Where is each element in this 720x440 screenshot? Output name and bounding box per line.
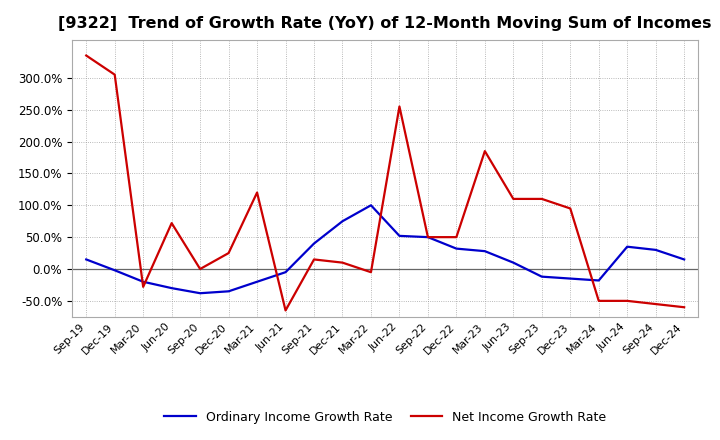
Net Income Growth Rate	[395, 104, 404, 109]
Ordinary Income Growth Rate	[338, 219, 347, 224]
Ordinary Income Growth Rate	[82, 257, 91, 262]
Ordinary Income Growth Rate	[366, 203, 375, 208]
Ordinary Income Growth Rate	[566, 276, 575, 281]
Ordinary Income Growth Rate	[480, 249, 489, 254]
Net Income Growth Rate	[82, 53, 91, 58]
Net Income Growth Rate	[537, 196, 546, 202]
Ordinary Income Growth Rate	[595, 278, 603, 283]
Net Income Growth Rate	[338, 260, 347, 265]
Net Income Growth Rate	[366, 270, 375, 275]
Net Income Growth Rate	[167, 220, 176, 226]
Net Income Growth Rate	[196, 266, 204, 271]
Net Income Growth Rate	[566, 206, 575, 211]
Net Income Growth Rate	[623, 298, 631, 304]
Ordinary Income Growth Rate	[423, 235, 432, 240]
Net Income Growth Rate	[282, 308, 290, 313]
Ordinary Income Growth Rate	[395, 233, 404, 238]
Net Income Growth Rate	[253, 190, 261, 195]
Line: Ordinary Income Growth Rate: Ordinary Income Growth Rate	[86, 205, 684, 293]
Ordinary Income Growth Rate	[452, 246, 461, 251]
Net Income Growth Rate	[595, 298, 603, 304]
Net Income Growth Rate	[680, 304, 688, 310]
Legend: Ordinary Income Growth Rate, Net Income Growth Rate: Ordinary Income Growth Rate, Net Income …	[159, 406, 611, 429]
Ordinary Income Growth Rate	[167, 286, 176, 291]
Ordinary Income Growth Rate	[509, 260, 518, 265]
Net Income Growth Rate	[139, 284, 148, 290]
Ordinary Income Growth Rate	[310, 241, 318, 246]
Ordinary Income Growth Rate	[680, 257, 688, 262]
Net Income Growth Rate	[423, 235, 432, 240]
Net Income Growth Rate	[110, 72, 119, 77]
Net Income Growth Rate	[225, 250, 233, 256]
Ordinary Income Growth Rate	[623, 244, 631, 249]
Ordinary Income Growth Rate	[253, 279, 261, 284]
Net Income Growth Rate	[452, 235, 461, 240]
Net Income Growth Rate	[480, 148, 489, 154]
Ordinary Income Growth Rate	[196, 290, 204, 296]
Line: Net Income Growth Rate: Net Income Growth Rate	[86, 55, 684, 311]
Net Income Growth Rate	[509, 196, 518, 202]
Net Income Growth Rate	[652, 301, 660, 307]
Ordinary Income Growth Rate	[652, 247, 660, 253]
Ordinary Income Growth Rate	[225, 289, 233, 294]
Ordinary Income Growth Rate	[282, 270, 290, 275]
Net Income Growth Rate	[310, 257, 318, 262]
Ordinary Income Growth Rate	[537, 274, 546, 279]
Ordinary Income Growth Rate	[110, 268, 119, 273]
Title: [9322]  Trend of Growth Rate (YoY) of 12-Month Moving Sum of Incomes: [9322] Trend of Growth Rate (YoY) of 12-…	[58, 16, 712, 32]
Ordinary Income Growth Rate	[139, 279, 148, 284]
